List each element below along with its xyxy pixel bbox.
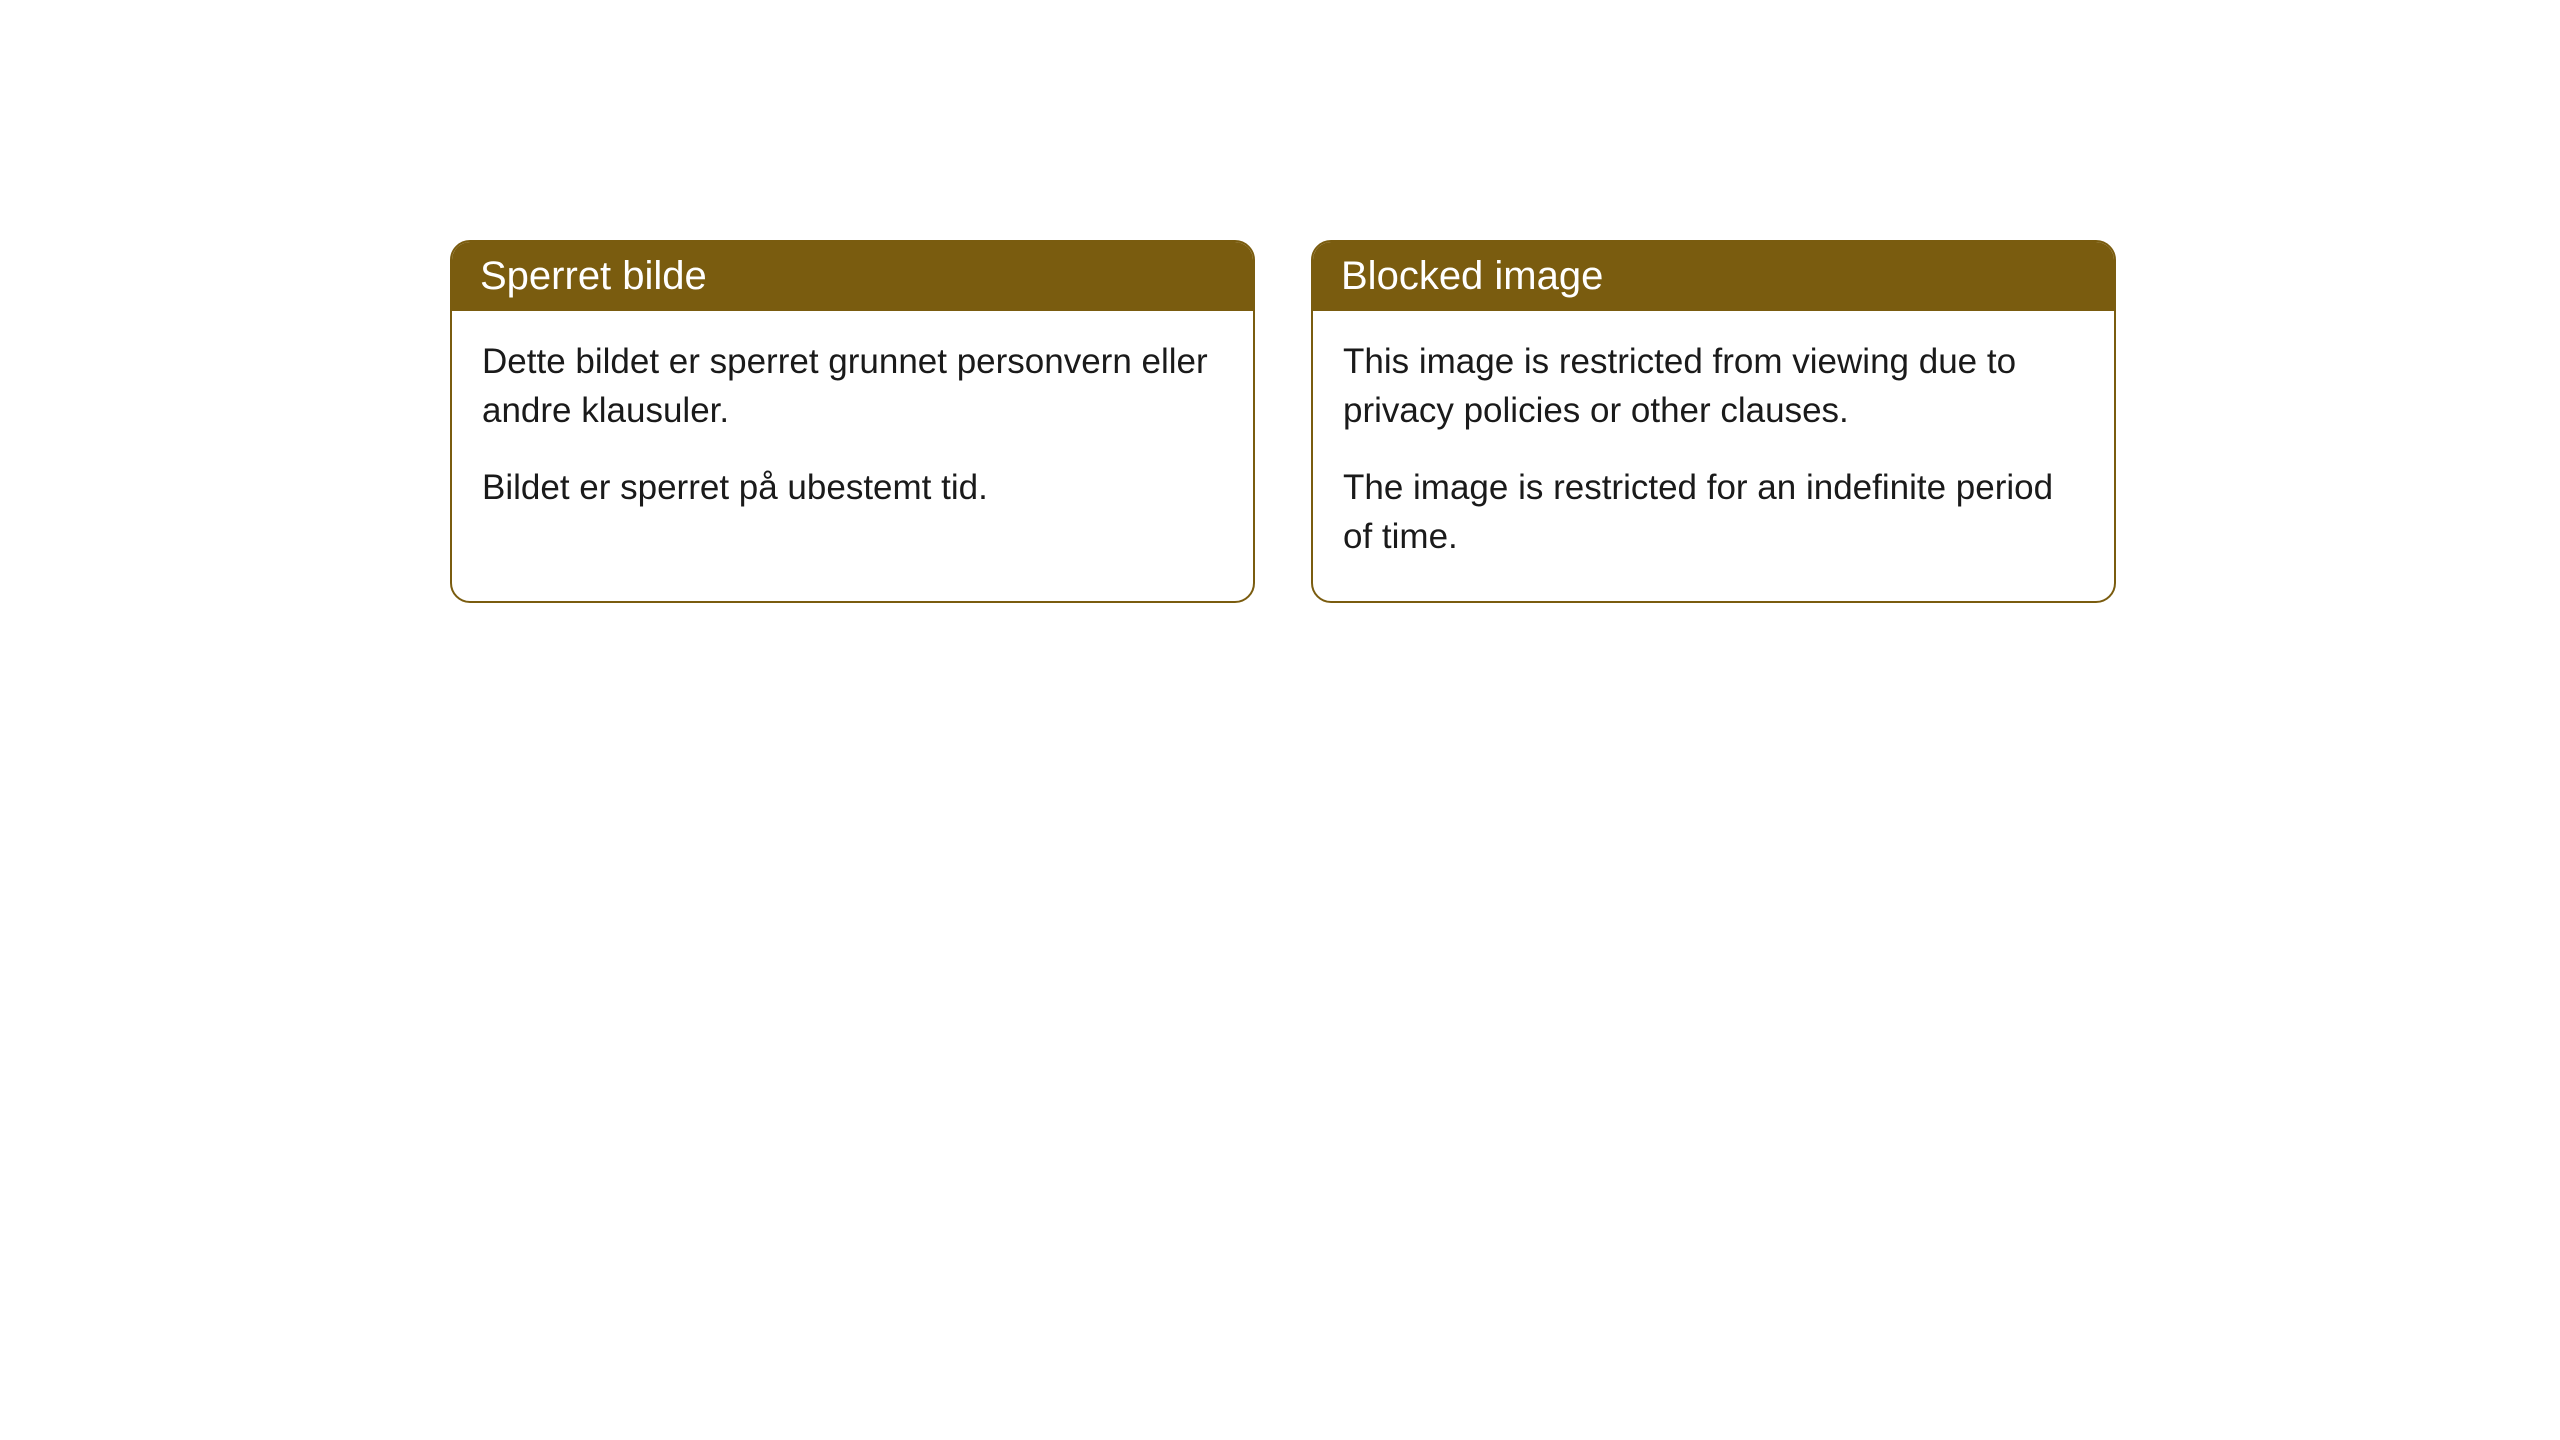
card-body: Dette bildet er sperret grunnet personve… [452, 311, 1253, 552]
card-header: Sperret bilde [452, 242, 1253, 311]
card-paragraph: Bildet er sperret på ubestemt tid. [482, 463, 1223, 512]
blocked-image-card-norwegian: Sperret bilde Dette bildet er sperret gr… [450, 240, 1255, 603]
cards-container: Sperret bilde Dette bildet er sperret gr… [0, 0, 2560, 603]
card-body: This image is restricted from viewing du… [1313, 311, 2114, 601]
card-paragraph: The image is restricted for an indefinit… [1343, 463, 2084, 561]
blocked-image-card-english: Blocked image This image is restricted f… [1311, 240, 2116, 603]
card-header: Blocked image [1313, 242, 2114, 311]
card-paragraph: This image is restricted from viewing du… [1343, 337, 2084, 435]
card-paragraph: Dette bildet er sperret grunnet personve… [482, 337, 1223, 435]
